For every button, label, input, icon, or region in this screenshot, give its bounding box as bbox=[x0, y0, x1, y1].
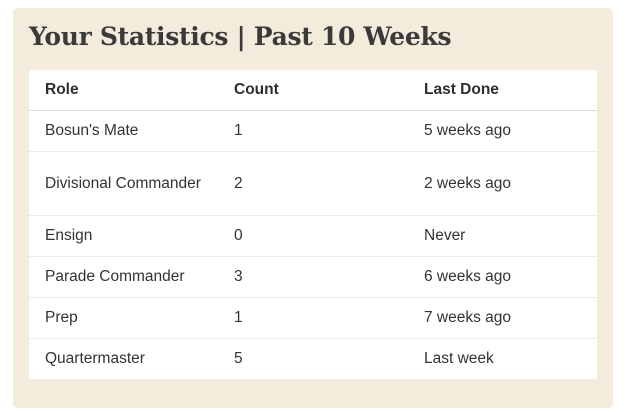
last-done-cell: 5 weeks ago bbox=[408, 110, 597, 152]
role-cell: Bosun's Mate bbox=[29, 110, 218, 152]
statistics-table-container: Role Count Last Done Bosun's Mate 1 5 we… bbox=[29, 70, 597, 379]
column-header-role: Role bbox=[29, 70, 218, 111]
column-header-last-done: Last Done bbox=[408, 70, 597, 111]
role-cell: Divisional Commander bbox=[29, 151, 218, 216]
count-cell: 5 bbox=[234, 350, 243, 367]
panel-title: Your Statistics | Past 10 Weeks bbox=[29, 22, 452, 51]
last-done-cell: Never bbox=[408, 215, 597, 257]
role-cell: Ensign bbox=[29, 215, 218, 257]
table-row: Parade Commander 3 6 weeks ago bbox=[29, 256, 597, 298]
last-done-cell: 6 weeks ago bbox=[408, 256, 597, 298]
last-done-cell: Last week bbox=[424, 350, 494, 367]
last-done-cell: 2 weeks ago bbox=[408, 151, 597, 216]
statistics-table: Role Count Last Done Bosun's Mate 1 5 we… bbox=[29, 70, 597, 379]
role-cell: Parade Commander bbox=[29, 256, 218, 298]
count-cell: 1 bbox=[218, 297, 408, 339]
count-cell: 2 bbox=[218, 151, 408, 216]
table-header-row: Role Count Last Done bbox=[29, 70, 597, 111]
count-cell: 3 bbox=[218, 256, 408, 298]
table-row: Divisional Commander 2 2 weeks ago bbox=[29, 151, 597, 216]
table-row: Ensign 0 Never bbox=[29, 215, 597, 257]
count-cell: 0 bbox=[218, 215, 408, 257]
column-header-count: Count bbox=[218, 70, 408, 111]
role-cell: Quartermaster bbox=[45, 350, 145, 367]
statistics-panel: Your Statistics | Past 10 Weeks Role Cou… bbox=[13, 8, 613, 408]
table-row: Bosun's Mate 1 5 weeks ago bbox=[29, 110, 597, 152]
table-row: Prep 1 7 weeks ago bbox=[29, 297, 597, 339]
last-done-cell: 7 weeks ago bbox=[408, 297, 597, 339]
role-cell: Prep bbox=[29, 297, 218, 339]
count-cell: 1 bbox=[218, 110, 408, 152]
table-row: Quartermaster 5 Last week bbox=[29, 339, 597, 380]
